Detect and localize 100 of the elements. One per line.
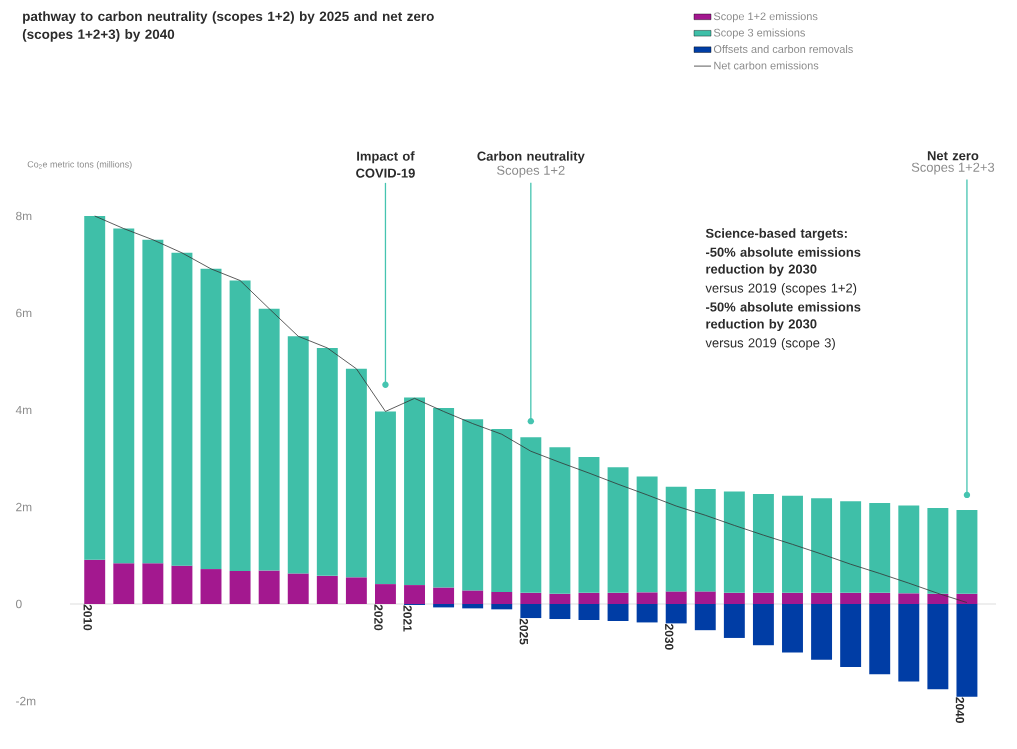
bar (258, 308, 280, 571)
bar (84, 559, 106, 604)
bar (171, 565, 193, 604)
bar (374, 411, 396, 585)
bar (287, 573, 309, 604)
text: Net zero (927, 151, 979, 161)
bar (665, 486, 687, 592)
bar (578, 604, 600, 620)
legend-label: Scope 1+2 emissions (713, 12, 818, 23)
x-tick-label: 2025 (519, 618, 529, 645)
annotation: Science-based targets: (705, 228, 847, 241)
bar (229, 571, 251, 604)
legend-label: Net carbon emissions (714, 61, 819, 70)
bar (869, 592, 891, 604)
bar (811, 592, 833, 604)
bar (549, 593, 571, 604)
bar (840, 604, 862, 668)
bar (898, 505, 920, 594)
bar (811, 604, 833, 660)
bar (898, 604, 920, 682)
text: Scopes 1+2 (497, 165, 565, 178)
bar (636, 604, 658, 623)
bar (927, 593, 949, 604)
bar (782, 495, 803, 593)
bar (723, 491, 745, 593)
bar (200, 268, 222, 570)
bar (549, 447, 571, 594)
bar (433, 587, 455, 604)
bar (287, 336, 309, 574)
annotation: versus 2019 (scopes 1+2) (705, 283, 857, 296)
x-tick-label: 2020 (374, 604, 383, 631)
bar (694, 604, 716, 631)
legend-label: Offsets and carbon removals (713, 44, 853, 54)
bar (462, 419, 484, 591)
bar (694, 591, 716, 604)
bar (404, 585, 425, 604)
chart-title: pathway to carbon neutrality (scopes 1+2) by 2025 and net zero (scopes 1+2+3) by 2040 (22, 11, 434, 42)
bar (491, 591, 513, 604)
bar (229, 280, 251, 572)
bar (665, 591, 687, 604)
bar (811, 498, 833, 593)
bar (607, 604, 629, 621)
bar (927, 604, 949, 690)
bar (491, 428, 513, 592)
bar (374, 584, 396, 604)
bar (723, 604, 745, 638)
bar (258, 570, 280, 604)
bar (665, 604, 687, 624)
bar (316, 575, 338, 604)
bar (142, 563, 164, 604)
bar (869, 604, 891, 675)
x-tick-label: 2030 (664, 624, 674, 650)
bar (840, 501, 862, 593)
text: Carbon neutrality (477, 151, 585, 164)
bar (752, 493, 774, 593)
y-tick-label: 8m (16, 211, 32, 221)
y-tick-label: 4m (15, 405, 32, 415)
bar (171, 252, 193, 566)
y-tick-label: 6m (16, 308, 32, 318)
bar (956, 593, 978, 604)
annotation: versus 2019 (scope 3) (705, 337, 835, 351)
bar (956, 509, 978, 594)
bar (113, 228, 135, 564)
bar (840, 592, 862, 604)
text: Impact of COVID-19 (356, 151, 415, 178)
bar (694, 489, 716, 592)
y-tick-label: -2m (16, 696, 36, 706)
x-tick-label: 2040 (955, 697, 965, 723)
bar (607, 592, 629, 604)
bar (782, 592, 803, 604)
bar (345, 577, 367, 604)
text: Scopes 1+2+3 (911, 162, 995, 175)
bar (404, 397, 425, 586)
bar (723, 592, 745, 604)
line-series (94, 215, 968, 603)
bar (549, 604, 571, 620)
bar (345, 368, 367, 578)
bar (607, 467, 629, 593)
bar (200, 569, 222, 604)
bar (142, 239, 164, 564)
bar (113, 563, 135, 604)
bar (520, 437, 542, 593)
x-tick-label: 2010 (83, 604, 92, 631)
bar (84, 216, 106, 560)
legend-label: Scope 3 emissions (713, 28, 805, 39)
x-tick-label: 2021 (403, 605, 412, 632)
bar (752, 592, 774, 604)
bar (898, 593, 920, 604)
bar (927, 507, 949, 594)
bar (433, 408, 455, 588)
bar (520, 592, 542, 604)
bar (782, 604, 803, 653)
bar (636, 476, 658, 593)
y-tick-label: 2m (16, 502, 32, 512)
y-axis-title: Co$_{2}$e metric tons (millions) (27, 160, 132, 170)
bar (462, 604, 484, 609)
bar (578, 457, 600, 593)
y-tick-label: 0 (15, 599, 22, 609)
bar (520, 604, 542, 619)
bar (956, 604, 978, 697)
